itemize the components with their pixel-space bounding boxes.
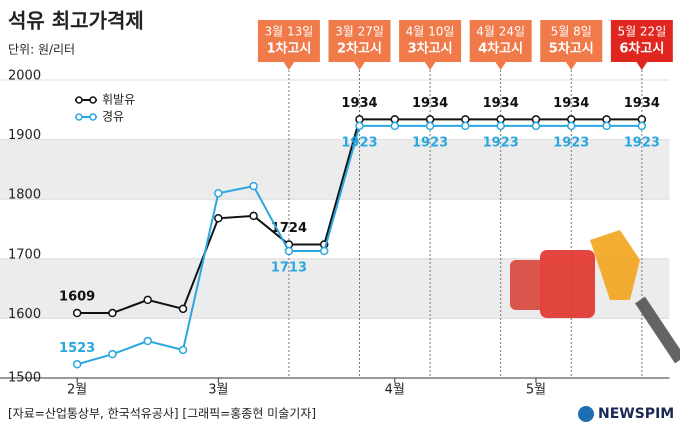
callout-label: 2차고시 [337, 41, 382, 57]
point [178, 345, 188, 355]
y-tick-label: 1800 [8, 188, 41, 203]
data-label: 1724 [271, 221, 307, 236]
point [602, 121, 611, 131]
callout-label: 6차고시 [619, 41, 664, 57]
callout-label: 1차고시 [266, 41, 311, 57]
point [637, 121, 647, 131]
callout-date: 5월 22일 [617, 25, 666, 39]
callout-date: 4월 24일 [476, 25, 525, 39]
data-label: 1713 [271, 261, 307, 276]
point [319, 246, 329, 256]
x-tick-label: 3월 [208, 383, 228, 398]
point [178, 304, 188, 314]
callout-pointer [282, 61, 295, 70]
legend-label: 경유 [102, 110, 124, 124]
legend-point [89, 113, 97, 121]
y-tick-label: 1900 [8, 128, 41, 143]
callout-date: 5월 8일 [551, 25, 592, 39]
source: [자료=산업통상부, 한국석유공사] [그래픽=홍종현 미술기자] [8, 407, 316, 421]
x-tick-label: 5월 [526, 383, 546, 398]
y-tick-label: 1600 [8, 307, 41, 322]
point [72, 360, 82, 369]
callout-date: 4월 10일 [406, 25, 455, 39]
point [390, 121, 400, 131]
callout-label: 4차고시 [478, 41, 523, 57]
callout-box [610, 20, 673, 62]
logo: NEWSPIM [598, 406, 674, 422]
callout-label: 5차고시 [549, 41, 594, 57]
point [249, 211, 258, 221]
hose [635, 296, 680, 364]
callout-box [540, 20, 603, 62]
data-label: 1934 [624, 96, 660, 111]
legend-label: 휘발유 [102, 93, 135, 107]
callout-box [469, 20, 532, 62]
callout-date: 3월 27일 [335, 25, 384, 39]
legend-point [75, 113, 83, 121]
y-tick-label: 2000 [8, 69, 41, 84]
grid-band [0, 139, 670, 200]
nozzle [590, 230, 640, 300]
x-tick-label: 4월 [385, 383, 405, 398]
illustration [510, 230, 680, 364]
data-label: 1523 [59, 341, 95, 356]
point [284, 246, 294, 256]
point [143, 336, 152, 346]
point [143, 295, 152, 305]
point [461, 121, 470, 131]
x-tick-label: 2월 [67, 383, 87, 398]
point [496, 121, 505, 131]
point [214, 188, 223, 198]
callout-pointer [424, 61, 437, 70]
callout-pointer [494, 61, 507, 70]
data-label: 1923 [412, 135, 448, 150]
callout-box [257, 20, 320, 62]
data-label: 1609 [59, 290, 95, 305]
point [249, 181, 258, 191]
chart-subtitle: 단위: 원/리터 [8, 43, 75, 57]
data-label: 1923 [553, 135, 589, 150]
legend-point [75, 96, 83, 104]
point [425, 121, 435, 131]
callout-pointer [565, 61, 578, 70]
y-tick-label: 1700 [8, 247, 41, 262]
can [540, 250, 595, 318]
data-label: 1923 [624, 135, 660, 150]
point [214, 214, 223, 223]
point [531, 121, 541, 131]
logo-icon [578, 406, 594, 422]
callout-box [399, 20, 462, 62]
point [108, 308, 117, 318]
data-label: 1934 [341, 96, 377, 111]
y-tick-label: 1500 [8, 371, 41, 386]
callout-pointer [635, 61, 648, 70]
data-label: 1923 [341, 135, 377, 150]
legend-point [89, 96, 97, 104]
point [72, 308, 82, 318]
point [355, 121, 364, 131]
callout-box [328, 20, 391, 62]
callout-date: 3월 13일 [265, 25, 314, 39]
point [567, 121, 576, 131]
data-label: 1934 [412, 96, 448, 111]
callout-pointer [353, 61, 366, 70]
callout-label: 3차고시 [408, 41, 453, 57]
point [108, 349, 117, 359]
chart-title: 석유 최고가격제 [8, 9, 144, 33]
data-label: 1934 [553, 96, 589, 111]
data-label: 1923 [483, 135, 519, 150]
data-label: 1934 [483, 96, 519, 111]
